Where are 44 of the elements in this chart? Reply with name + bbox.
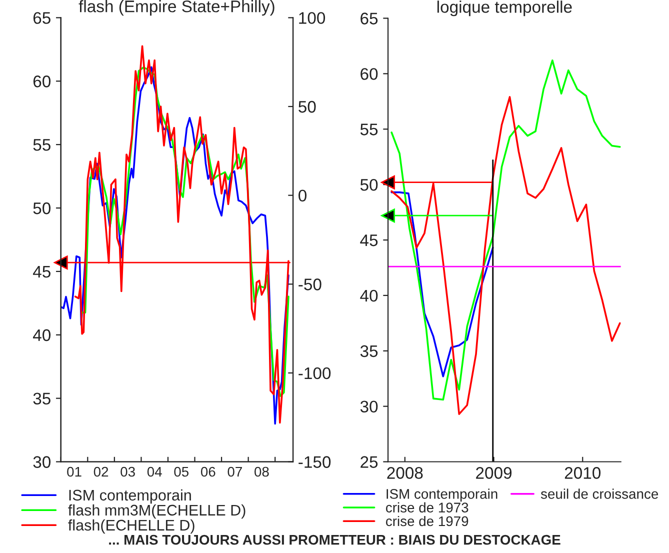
y2-tick-label: -50 bbox=[298, 278, 322, 290]
x-tick-label: 08 bbox=[254, 466, 269, 477]
legend-label: ISM contemporain bbox=[69, 489, 191, 504]
y-tick-label: 60 bbox=[33, 76, 51, 88]
chart-title: flash (Empire State+Philly) bbox=[78, 0, 274, 16]
y-tick-label: 30 bbox=[360, 400, 378, 413]
y-tick-label: 65 bbox=[33, 12, 50, 24]
x-tick-label: 04 bbox=[147, 466, 162, 477]
y-tick-label: 65 bbox=[360, 12, 378, 24]
y2-tick-label: -100 bbox=[298, 367, 331, 380]
x-tick-label: 06 bbox=[200, 466, 216, 477]
legend-label: ISM contemporain bbox=[386, 488, 498, 502]
x-tick-label: 2010 bbox=[564, 467, 601, 479]
y-tick-label: 50 bbox=[360, 178, 378, 191]
y2-tick-label: 0 bbox=[298, 190, 306, 202]
x-tick-label: 03 bbox=[120, 466, 135, 477]
chart-title: logique temporelle bbox=[437, 0, 572, 16]
y-tick-label: 40 bbox=[360, 290, 378, 302]
y-tick-label: 25 bbox=[360, 456, 378, 468]
x-tick-label: 07 bbox=[228, 466, 242, 477]
legend-label: seuil de croissance bbox=[540, 488, 658, 499]
y-tick-label: 60 bbox=[360, 68, 378, 80]
y-tick-label: 45 bbox=[33, 266, 50, 278]
y-tick-label: 35 bbox=[33, 392, 50, 405]
x-tick-label: 2009 bbox=[476, 467, 512, 479]
y-tick-label: 50 bbox=[33, 202, 51, 214]
x-tick-label: 01 bbox=[67, 466, 82, 477]
x-tick-label: 02 bbox=[94, 466, 108, 477]
y-tick-label: 40 bbox=[33, 329, 51, 342]
y2-tick-label: 100 bbox=[299, 12, 326, 24]
y-tick-label: 55 bbox=[360, 124, 378, 136]
y2-tick-label: 50 bbox=[298, 100, 316, 113]
y2-tick-label: -150 bbox=[298, 456, 331, 468]
y-tick-label: 35 bbox=[360, 345, 378, 358]
y-tick-label: 55 bbox=[33, 139, 50, 151]
legend-label: crise de 1979 bbox=[386, 516, 468, 526]
legend-label: flash mm3M(ECHELLE D) bbox=[68, 504, 246, 519]
y-tick-label: 45 bbox=[360, 234, 378, 246]
text: ... MAIS TOUJOURS AUSSI PROMETTEUR : BIAIS DU DESTOCKAGE bbox=[109, 534, 560, 545]
legend-label: flash(ECHELLE D) bbox=[68, 519, 194, 534]
legend-label: crise de 1973 bbox=[386, 502, 468, 512]
y-tick-label: 30 bbox=[33, 456, 51, 468]
x-tick-label: 2008 bbox=[387, 467, 423, 479]
x-tick-label: 05 bbox=[174, 466, 189, 477]
